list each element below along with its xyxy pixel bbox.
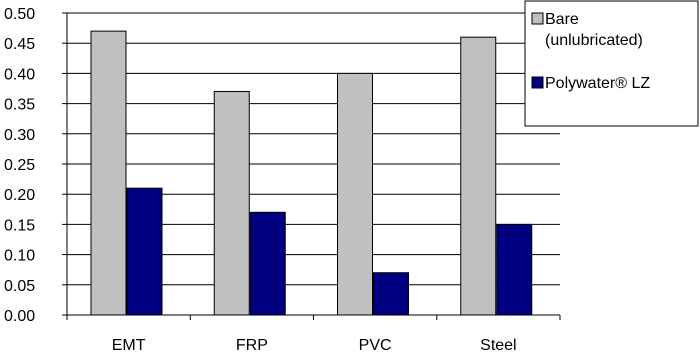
legend-label-series-2: Polywater® LZ bbox=[545, 75, 650, 92]
legend-swatch-series-1 bbox=[531, 12, 544, 25]
y-tick-label: 0.45 bbox=[4, 36, 35, 53]
bar-frp-series-1 bbox=[213, 91, 250, 316]
y-tick-label: 0.15 bbox=[4, 217, 35, 234]
bar-emt-series-1 bbox=[90, 30, 127, 316]
x-tick-label: FRP bbox=[236, 337, 268, 354]
y-tick-label: 0.35 bbox=[4, 97, 35, 114]
y-tick-label: 0.25 bbox=[4, 157, 35, 174]
bar-pvc-series-2 bbox=[373, 272, 409, 316]
y-tick-label: 0.00 bbox=[4, 308, 35, 325]
x-tick-label: Steel bbox=[480, 337, 516, 354]
y-axis-ticks: 0.00 0.05 0.10 0.15 0.20 0.25 0.30 0.35 0.40 0.45… bbox=[4, 6, 67, 325]
bar-pvc-series-1 bbox=[337, 72, 373, 316]
bar-steel-series-2 bbox=[496, 223, 533, 316]
legend-label-series-1: (unlubricated) bbox=[545, 32, 643, 49]
bar-emt-series-2 bbox=[126, 187, 163, 316]
legend: Bare (unlubricated) Polywater® LZ bbox=[524, 0, 699, 127]
x-tick-label: EMT bbox=[112, 337, 146, 354]
legend-swatch-series-2 bbox=[531, 76, 544, 89]
y-tick-label: 0.40 bbox=[4, 66, 35, 83]
y-tick-label: 0.10 bbox=[4, 248, 35, 265]
legend-label-series-1: Bare bbox=[545, 11, 579, 28]
x-tick-label: PVC bbox=[359, 337, 392, 354]
bar-frp-series-2 bbox=[249, 211, 286, 316]
legend-box bbox=[524, 0, 699, 127]
y-tick-label: 0.05 bbox=[4, 278, 35, 295]
y-tick-label: 0.50 bbox=[4, 6, 35, 23]
bar-steel-series-1 bbox=[460, 36, 497, 316]
x-axis-ticks: EMT FRP PVC Steel bbox=[66, 315, 561, 354]
y-tick-label: 0.20 bbox=[4, 187, 35, 204]
y-tick-label: 0.30 bbox=[4, 127, 35, 144]
